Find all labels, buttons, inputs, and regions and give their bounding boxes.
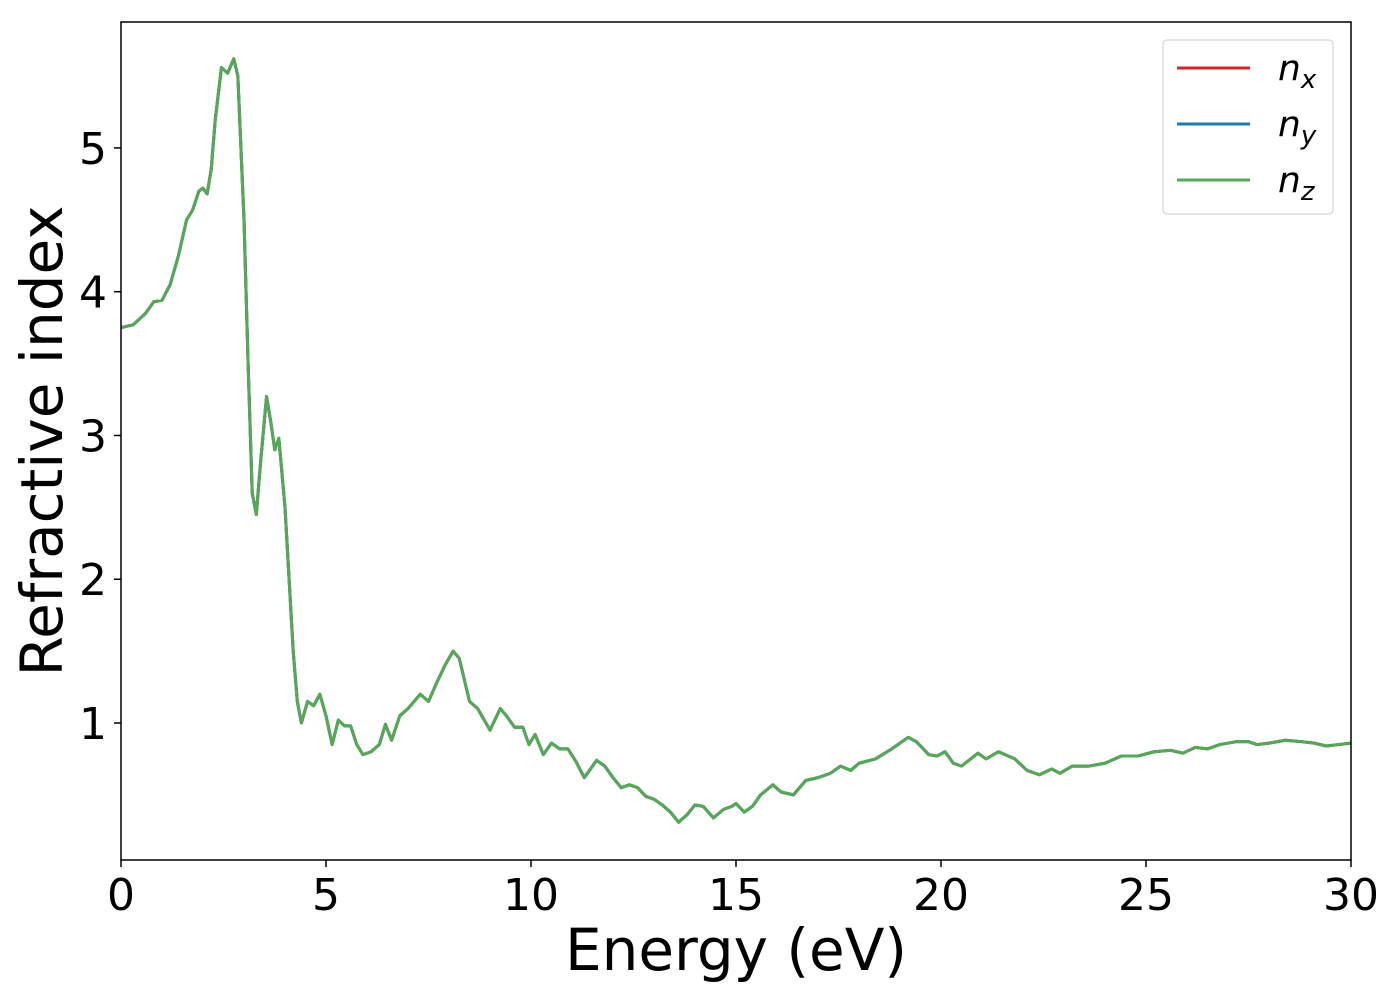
x-tick-label: 25 — [1118, 870, 1174, 921]
x-tick-label: 20 — [913, 870, 969, 921]
x-axis-label: Energy (eV) — [565, 916, 907, 984]
x-tick-label: 30 — [1323, 870, 1379, 921]
x-tick-label: 5 — [312, 870, 340, 921]
y-tick-label: 4 — [79, 268, 107, 319]
x-tick-label: 10 — [503, 870, 559, 921]
legend-label: ny — [1278, 104, 1317, 151]
legend-label: nx — [1278, 48, 1317, 95]
x-tick-label: 15 — [708, 870, 764, 921]
legend-label: nz — [1278, 160, 1316, 207]
legend-box — [1162, 39, 1334, 215]
y-tick-label: 1 — [79, 699, 107, 750]
y-tick-label: 2 — [79, 555, 107, 606]
y-axis-label: Refractive index — [8, 205, 76, 676]
x-tick-label: 0 — [107, 870, 135, 921]
y-tick-label: 5 — [79, 124, 107, 175]
series-line — [120, 57, 1352, 824]
y-tick-label: 3 — [79, 411, 107, 462]
legend: nx ny nz — [1162, 39, 1334, 215]
plot-frame — [120, 21, 1352, 861]
